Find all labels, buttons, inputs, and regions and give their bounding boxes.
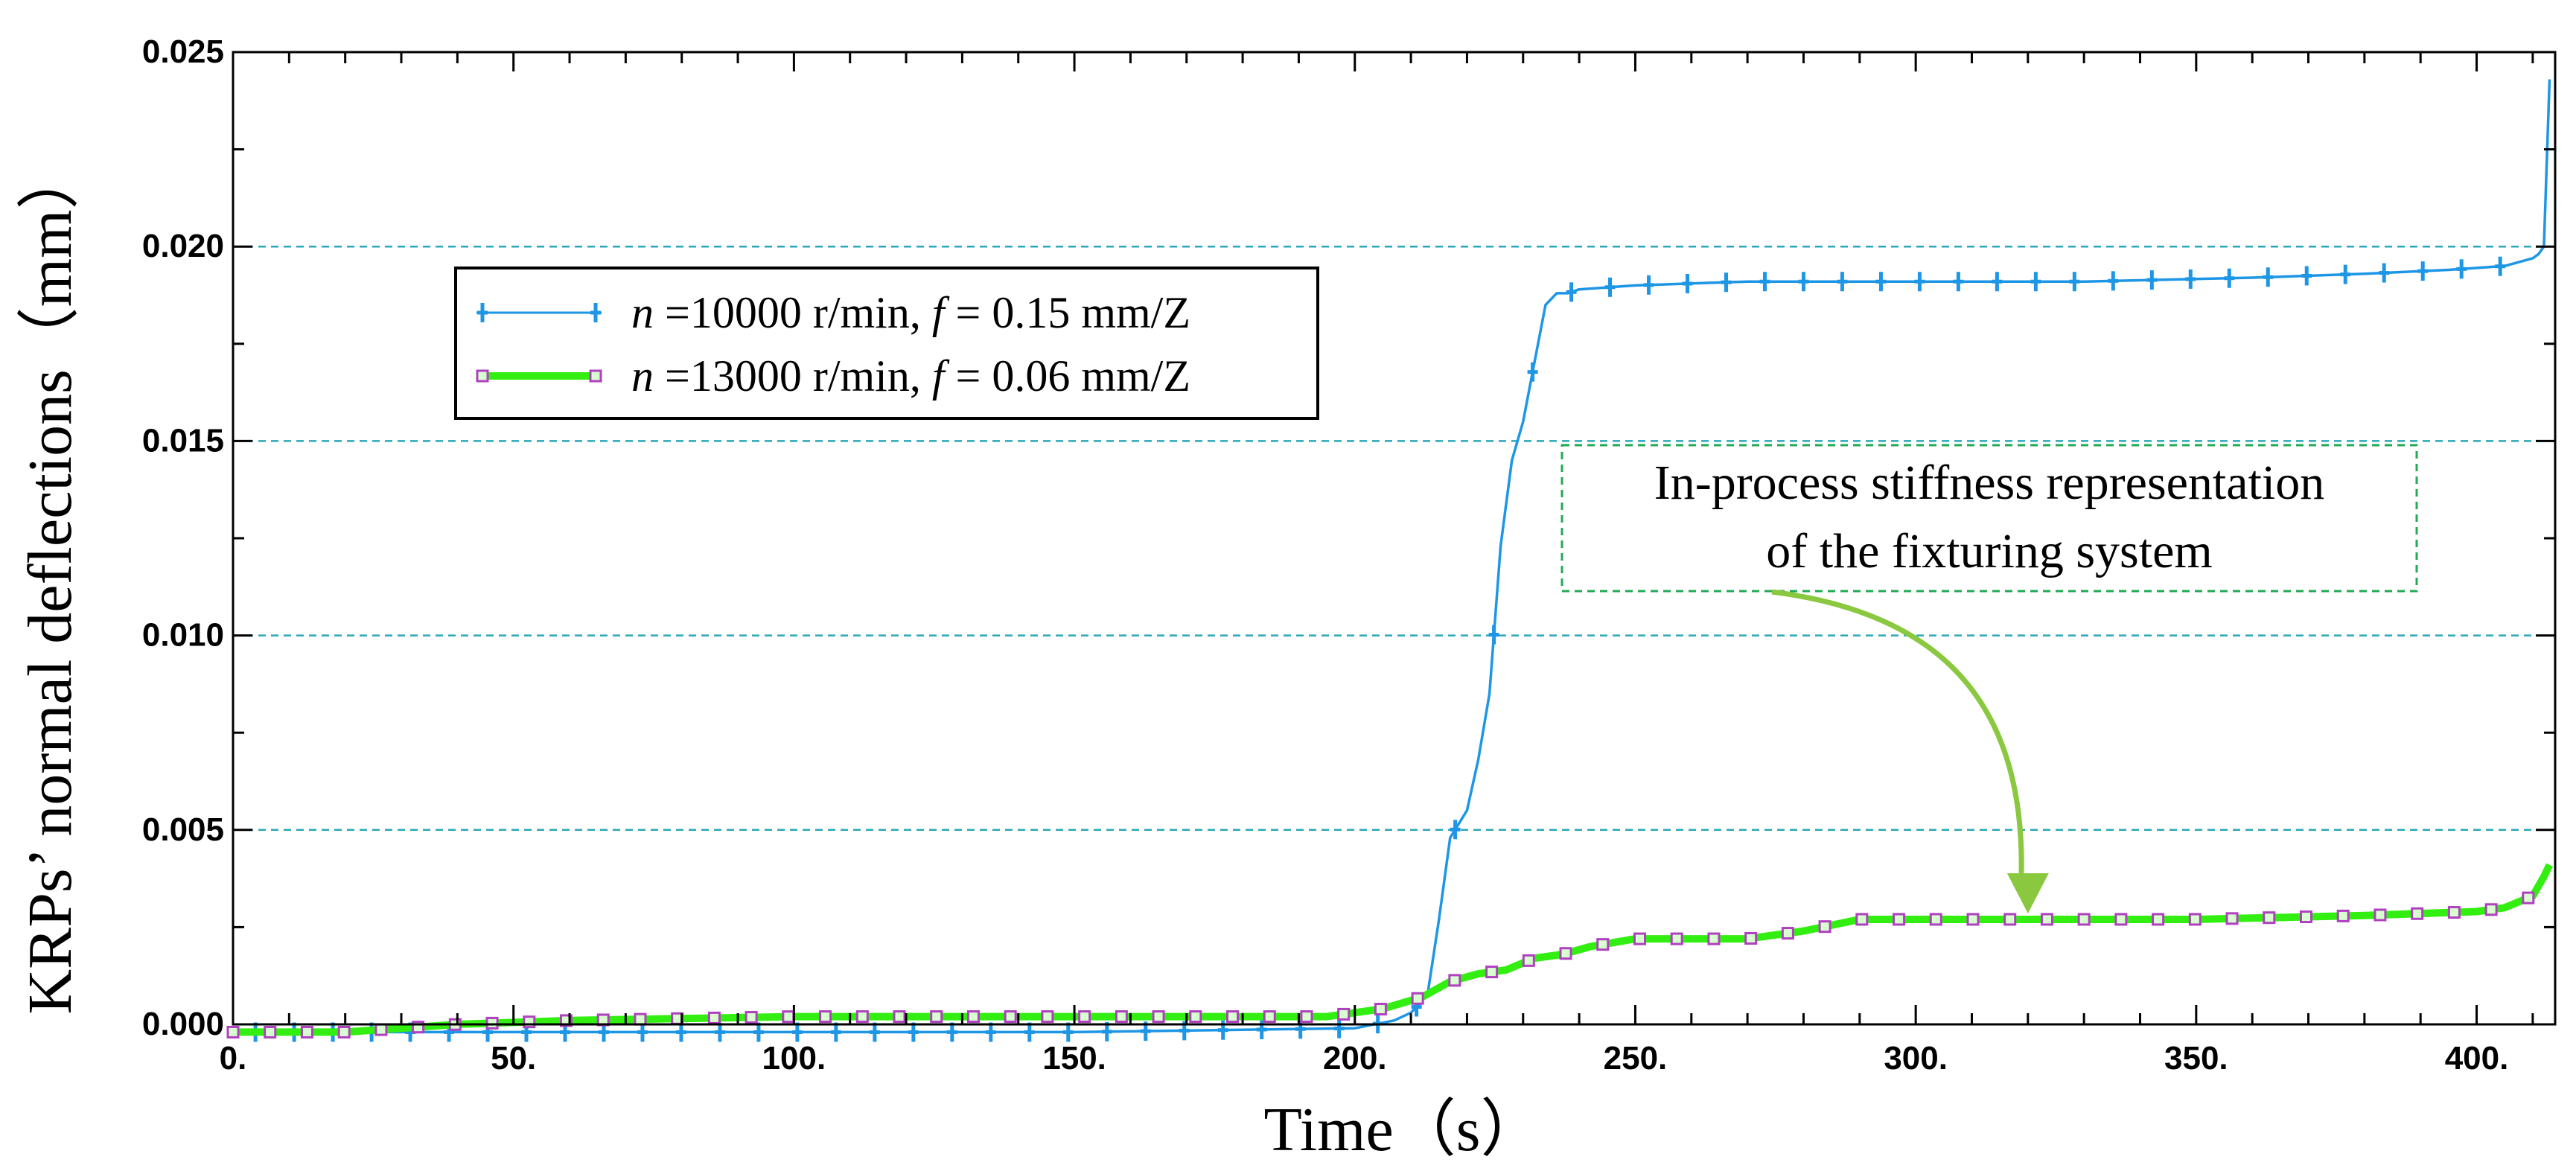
x-tick-label: 200. xyxy=(1323,1040,1387,1076)
data-point xyxy=(782,1010,795,1024)
annotation-line-2: of the fixturing system xyxy=(1766,524,2212,578)
data-point xyxy=(485,1016,499,1030)
data-point xyxy=(264,1025,277,1039)
data-point xyxy=(1929,913,1942,926)
legend-marker-series-1 xyxy=(477,303,601,322)
plot-frame xyxy=(232,51,2557,1026)
x-tick-label: 0. xyxy=(220,1040,247,1076)
annotation-arrowhead xyxy=(2006,872,2049,913)
y-axis-ticks: 0.000 0.005 0.010 0.015 0.020 0.025 xyxy=(142,34,224,1042)
data-point xyxy=(2263,911,2276,925)
data-point xyxy=(1189,1010,1202,1024)
data-point xyxy=(1893,913,1906,926)
data-point xyxy=(1337,1007,1351,1021)
data-point xyxy=(1596,938,1610,951)
data-point xyxy=(855,1010,869,1024)
data-point xyxy=(2447,906,2461,919)
data-point xyxy=(2336,909,2350,922)
data-point xyxy=(1004,1010,1017,1024)
y-tick-label: 0.005 xyxy=(142,811,224,848)
data-point xyxy=(1374,1003,1387,1016)
x-tick-label: 50. xyxy=(491,1040,536,1076)
data-point xyxy=(300,1025,313,1039)
data-point xyxy=(2152,913,2165,926)
x-axis-ticks: 0. 50. 100. 150. 200. 250. 300. 350. 400. xyxy=(220,1040,2509,1076)
x-tick-label: 350. xyxy=(2164,1040,2228,1076)
data-point xyxy=(523,1015,536,1029)
legend-label-series-1: n =10000 r/min, f = 0.15 mm/Z xyxy=(631,288,1190,337)
data-point xyxy=(1041,1010,1054,1024)
y-tick-label: 0.020 xyxy=(142,228,224,264)
annotation: In-process stiffness representation of t… xyxy=(1560,444,2418,913)
data-point xyxy=(1300,1010,1313,1024)
data-point xyxy=(2299,910,2312,924)
data-point xyxy=(374,1023,388,1036)
x-axis-title: Time（s） xyxy=(1263,1095,1543,1164)
data-point xyxy=(819,1010,832,1024)
data-point xyxy=(1707,932,1721,945)
annotation-line-1: In-process stiffness representation xyxy=(1654,456,2325,510)
series-line-1 xyxy=(233,79,2551,1034)
data-point xyxy=(2411,907,2424,920)
data-point xyxy=(1781,927,1794,940)
annotation-arrow xyxy=(1771,589,2024,874)
data-point xyxy=(2484,903,2498,916)
y-axis-title: KRPs’ normal deflections（mm） xyxy=(16,147,85,1015)
data-point xyxy=(1744,931,1758,945)
data-point xyxy=(337,1025,351,1039)
data-point xyxy=(1818,920,1831,934)
data-point xyxy=(1522,954,1535,967)
data-point xyxy=(2225,912,2239,925)
data-point xyxy=(1078,1010,1091,1024)
legend-box xyxy=(454,267,1319,420)
data-point xyxy=(1226,1010,1240,1024)
data-point xyxy=(1263,1010,1276,1024)
legend-marker-point xyxy=(589,369,602,383)
data-point xyxy=(745,1011,758,1024)
data-point xyxy=(1855,913,1869,926)
data-point xyxy=(930,1010,943,1024)
data-point xyxy=(1115,1010,1128,1024)
data-point xyxy=(2114,913,2128,926)
data-point xyxy=(1411,992,1424,1005)
series-line-2 xyxy=(233,863,2554,1036)
data-point xyxy=(893,1010,906,1024)
data-point xyxy=(1670,932,1683,945)
data-point xyxy=(1152,1010,1165,1024)
series-markers-2 xyxy=(226,891,2535,1039)
x-tick-label: 250. xyxy=(1604,1040,1668,1076)
y-tick-label: 0.025 xyxy=(142,34,224,70)
series-layer xyxy=(226,79,2554,1042)
data-point xyxy=(2188,913,2202,926)
data-point xyxy=(226,1025,240,1039)
x-tick-label: 150. xyxy=(1042,1040,1106,1076)
data-point xyxy=(1633,932,1646,945)
y-tick-label: 0.000 xyxy=(142,1006,224,1042)
x-tick-label: 100. xyxy=(762,1040,826,1076)
legend-label-series-2: n =13000 r/min, f = 0.06 mm/Z xyxy=(631,351,1190,401)
data-point xyxy=(2040,913,2053,926)
annotation-box xyxy=(1560,444,2418,593)
data-point xyxy=(1559,947,1572,960)
data-point xyxy=(2077,913,2091,926)
legend: n =10000 r/min, f = 0.15 mm/Z n =13000 r… xyxy=(454,267,1319,420)
y-tick-label: 0.015 xyxy=(142,422,224,459)
data-point xyxy=(966,1010,980,1024)
data-point xyxy=(1485,966,1499,979)
legend-marker-point xyxy=(476,369,489,383)
x-tick-label: 300. xyxy=(1884,1040,1948,1076)
x-tick-label: 400. xyxy=(2445,1040,2509,1076)
data-point xyxy=(1966,913,1980,926)
data-point xyxy=(1448,974,1461,987)
y-tick-label: 0.010 xyxy=(142,617,224,654)
data-point xyxy=(2522,891,2535,905)
data-point xyxy=(707,1011,721,1024)
data-point xyxy=(634,1012,647,1026)
data-point xyxy=(2373,908,2387,922)
gridlines xyxy=(233,51,2555,832)
data-point xyxy=(2003,913,2017,926)
legend-marker-series-2 xyxy=(476,369,602,383)
